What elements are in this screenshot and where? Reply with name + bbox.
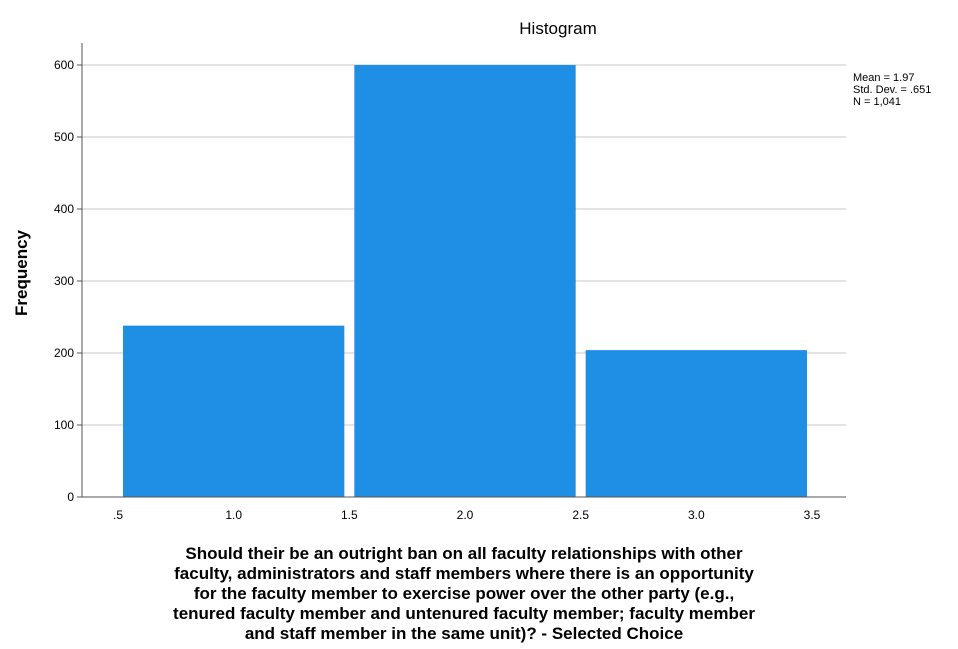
y-tick-labels: 0 100 200 300 400 500 600 [54,58,82,504]
y-tick-label-6: 600 [54,58,74,72]
x-axis-label-line-2: faculty, administrators and staff member… [174,564,754,583]
x-tick-label-2: 1.5 [341,508,358,522]
x-axis-label-line-4: tenured faculty member and untenured fac… [173,604,755,623]
stats-n: N = 1,041 [853,96,901,108]
y-tick-label-4: 400 [54,202,74,216]
bar-0 [123,325,345,497]
stats-box: Mean = 1.97 Std. Dev. = .651 N = 1,041 [853,72,931,108]
x-tick-label-6: 3.5 [804,508,821,522]
x-axis-label-line-3: for the faculty member to exercise power… [194,584,734,603]
axes [81,43,846,498]
x-tick-label-5: 3.0 [688,508,705,522]
y-tick-label-0: 0 [67,490,74,504]
y-tick-label-2: 200 [54,346,74,360]
bar-1 [354,65,576,497]
stats-mean: Mean = 1.97 [853,72,914,84]
bars [123,65,807,497]
stats-std-dev: Std. Dev. = .651 [853,84,931,96]
chart-title: Histogram [519,19,596,38]
y-tick-label-3: 300 [54,274,74,288]
bar-2 [585,350,807,497]
x-tick-label-3: 2.0 [457,508,474,522]
x-tick-labels: .5 1.0 1.5 2.0 2.5 3.0 3.5 [113,508,821,522]
y-tick-label-1: 100 [54,418,74,432]
x-axis-label: Should their be an outright ban on all f… [173,544,755,643]
y-tick-label-5: 500 [54,130,74,144]
x-tick-label-0: .5 [113,508,123,522]
x-axis-label-line-1: Should their be an outright ban on all f… [185,544,743,563]
x-tick-label-1: 1.0 [225,508,242,522]
x-axis-label-line-5: and staff member in the same unit)? - Se… [245,624,683,643]
x-tick-label-4: 2.5 [572,508,589,522]
y-axis-label: Frequency [12,229,31,316]
